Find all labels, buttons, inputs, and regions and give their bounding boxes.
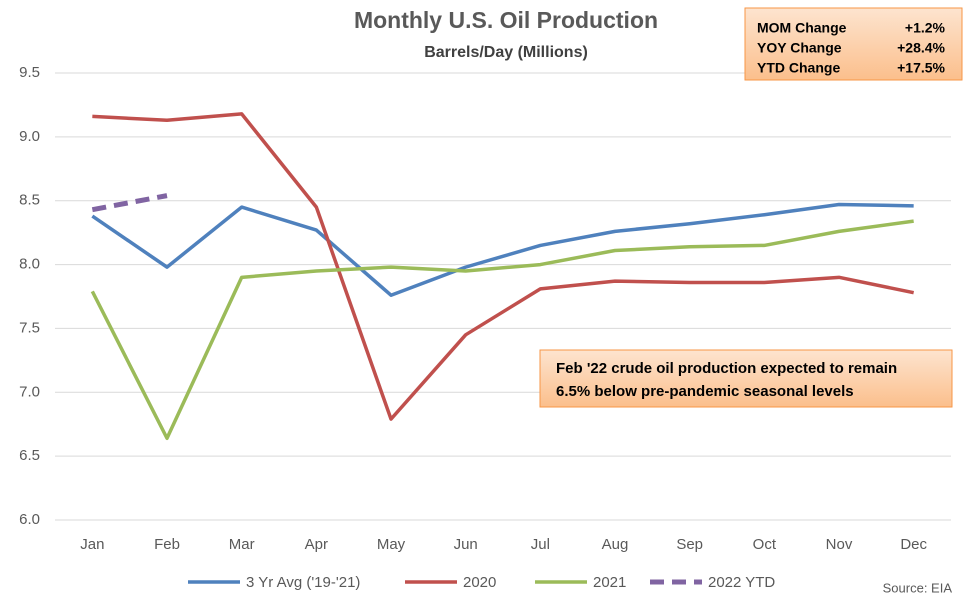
series-line: [90, 219, 914, 441]
x-tick-label: Nov: [826, 536, 853, 553]
x-tick-label: Apr: [305, 536, 328, 553]
legend-label: 3 Yr Avg ('19-'21): [246, 574, 360, 591]
annotation-box: [539, 349, 953, 408]
legend-label: 2021: [593, 574, 626, 591]
y-tick-label: 7.0: [19, 383, 40, 400]
y-tick-label: 8.0: [19, 256, 40, 273]
y-tick-label: 9.5: [19, 64, 40, 81]
stat-value: +17.5%: [897, 60, 945, 76]
stat-value: +28.4%: [897, 40, 945, 56]
legend-label: 2020: [463, 574, 496, 591]
stat-label: MOM Change: [757, 20, 847, 36]
chart-title: Monthly U.S. Oil Production: [354, 7, 658, 33]
x-tick-label: Sep: [676, 536, 703, 553]
legend-label: 2022 YTD: [708, 574, 775, 591]
plot: [90, 112, 915, 441]
y-tick-label: 6.5: [19, 447, 40, 464]
chart-subtitle: Barrels/Day (Millions): [424, 44, 588, 61]
y-tick-label: 8.5: [19, 192, 40, 209]
x-tick-label: Jan: [80, 536, 104, 553]
x-tick-label: Oct: [753, 536, 777, 553]
annotation: 6.5% below pre-pandemic seasonal levels: [556, 383, 854, 400]
series-line: [91, 193, 168, 213]
x-tick-label: Jul: [531, 536, 550, 553]
y-tick-label: 7.5: [19, 319, 40, 336]
source: Source: EIA: [883, 580, 953, 595]
x-tick-label: Feb: [154, 536, 180, 553]
x-tick-label: Dec: [900, 536, 927, 553]
y-tick-label: 6.0: [19, 511, 40, 528]
grid: [55, 72, 951, 521]
x-tick-label: May: [377, 536, 406, 553]
annotation: Feb '22 crude oil production expected to…: [556, 360, 897, 377]
stats-box: [744, 7, 963, 81]
stat-value: +1.2%: [905, 20, 946, 36]
stat-label: YTD Change: [757, 60, 840, 76]
series-line: [91, 202, 914, 297]
x-tick-label: Mar: [229, 536, 255, 553]
x-tick-label: Aug: [602, 536, 629, 553]
y-tick-label: 9.0: [19, 128, 40, 145]
series-line: [92, 112, 915, 421]
stat-label: YOY Change: [757, 40, 842, 56]
x-tick-label: Jun: [454, 536, 478, 553]
